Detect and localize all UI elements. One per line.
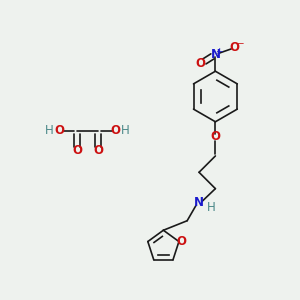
Text: O: O: [230, 41, 240, 54]
Text: O: O: [111, 124, 121, 137]
Text: O: O: [210, 130, 220, 143]
Text: N: N: [210, 48, 220, 62]
Text: H: H: [45, 124, 54, 137]
Text: O: O: [93, 143, 103, 157]
Text: +: +: [215, 46, 223, 56]
Text: −: −: [236, 38, 244, 47]
Text: O: O: [176, 235, 186, 248]
Text: O: O: [72, 143, 82, 157]
Text: O: O: [196, 57, 206, 70]
Text: H: H: [121, 124, 130, 137]
Text: N: N: [194, 196, 204, 209]
Text: H: H: [207, 201, 216, 214]
Text: O: O: [54, 124, 64, 137]
